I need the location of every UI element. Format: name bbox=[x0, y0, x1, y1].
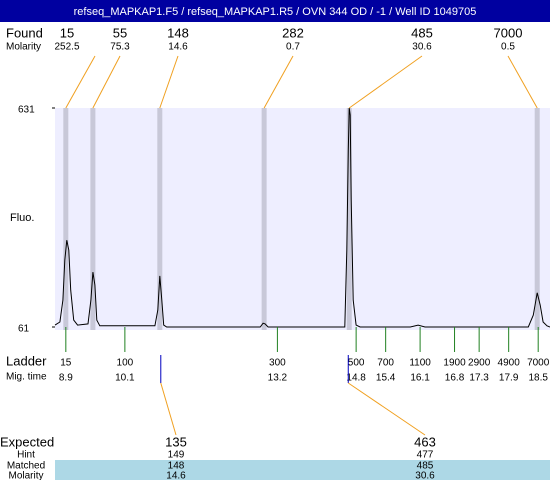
found-molarity: 75.3 bbox=[110, 42, 130, 53]
ladder-size: 7000 bbox=[527, 358, 550, 369]
y-tick-label: 631 bbox=[18, 105, 35, 116]
plot-area bbox=[55, 108, 550, 330]
expected-molarity: 30.6 bbox=[415, 471, 435, 480]
ladder-mig-time: 10.1 bbox=[115, 373, 135, 384]
peak-band bbox=[534, 108, 540, 330]
found-molarity: 0.5 bbox=[501, 42, 515, 53]
peak-band bbox=[90, 108, 96, 330]
ladder-mig-time: 13.2 bbox=[268, 373, 288, 384]
found-size: 282 bbox=[282, 25, 304, 40]
connector bbox=[507, 55, 538, 109]
ladder-size: 1100 bbox=[409, 358, 431, 369]
ladder-size: 100 bbox=[117, 358, 134, 369]
expected-molarity: 14.6 bbox=[166, 471, 186, 480]
row-label: Expected bbox=[0, 434, 54, 449]
found-molarity: 0.7 bbox=[286, 42, 300, 53]
matched-band bbox=[55, 460, 550, 480]
found-size: 7000 bbox=[494, 25, 523, 40]
row-label: Hint bbox=[17, 450, 35, 461]
ladder-mig-time: 17.9 bbox=[499, 373, 519, 384]
hint: 477 bbox=[417, 450, 434, 461]
found-size: 55 bbox=[113, 25, 127, 40]
ladder-size: 2900 bbox=[468, 358, 491, 369]
hint: 149 bbox=[168, 450, 185, 461]
peak-band bbox=[346, 108, 352, 330]
row-label: Ladder bbox=[6, 353, 47, 368]
connector bbox=[160, 382, 177, 436]
ladder-size: 4900 bbox=[498, 358, 521, 369]
connector bbox=[347, 382, 426, 436]
connector bbox=[348, 55, 423, 109]
found-size: 485 bbox=[411, 25, 433, 40]
row-label: Matched bbox=[7, 461, 45, 472]
found-molarity: 252.5 bbox=[54, 42, 79, 53]
ladder-mig-time: 15.4 bbox=[376, 373, 396, 384]
y-tick-label: 61 bbox=[18, 324, 30, 335]
found-molarity: 14.6 bbox=[168, 42, 188, 53]
trace bbox=[54, 107, 550, 328]
found-size: 148 bbox=[167, 25, 189, 40]
row-label: Found bbox=[6, 25, 43, 40]
connector bbox=[65, 55, 96, 109]
ladder-mig-time: 16.1 bbox=[410, 373, 430, 384]
ladder-size: 15 bbox=[60, 358, 72, 369]
matched: 148 bbox=[168, 461, 185, 472]
ladder-mig-time: 18.5 bbox=[528, 373, 548, 384]
found-molarity: 30.6 bbox=[412, 42, 432, 53]
ladder-size: 300 bbox=[269, 358, 286, 369]
peak-band bbox=[63, 108, 69, 330]
ladder-mig-time: 8.9 bbox=[59, 373, 73, 384]
peak-band bbox=[157, 108, 163, 330]
ladder-size: 700 bbox=[377, 358, 394, 369]
peak-band bbox=[261, 108, 267, 330]
ladder-size: 1900 bbox=[443, 358, 466, 369]
row-label: Molarity bbox=[8, 471, 43, 480]
connector bbox=[92, 55, 121, 109]
ladder-mig-time: 17.3 bbox=[469, 373, 489, 384]
found-size: 15 bbox=[60, 25, 74, 40]
connector bbox=[159, 55, 179, 109]
axis-label: Fluo. bbox=[10, 212, 34, 224]
expected-size: 135 bbox=[165, 434, 187, 449]
row-label: Mig. time bbox=[6, 372, 47, 383]
row-label: Molarity bbox=[6, 42, 41, 53]
expected-size: 463 bbox=[414, 434, 436, 449]
ladder-mig-time: 14.8 bbox=[346, 373, 366, 384]
ladder-size: 500 bbox=[348, 358, 365, 369]
matched: 485 bbox=[417, 461, 434, 472]
title: refseq_MAPKAP1.F5 / refseq_MAPKAP1.R5 / … bbox=[74, 6, 477, 18]
ladder-mig-time: 16.8 bbox=[445, 373, 465, 384]
connector bbox=[263, 55, 294, 109]
title-bar bbox=[0, 0, 550, 22]
